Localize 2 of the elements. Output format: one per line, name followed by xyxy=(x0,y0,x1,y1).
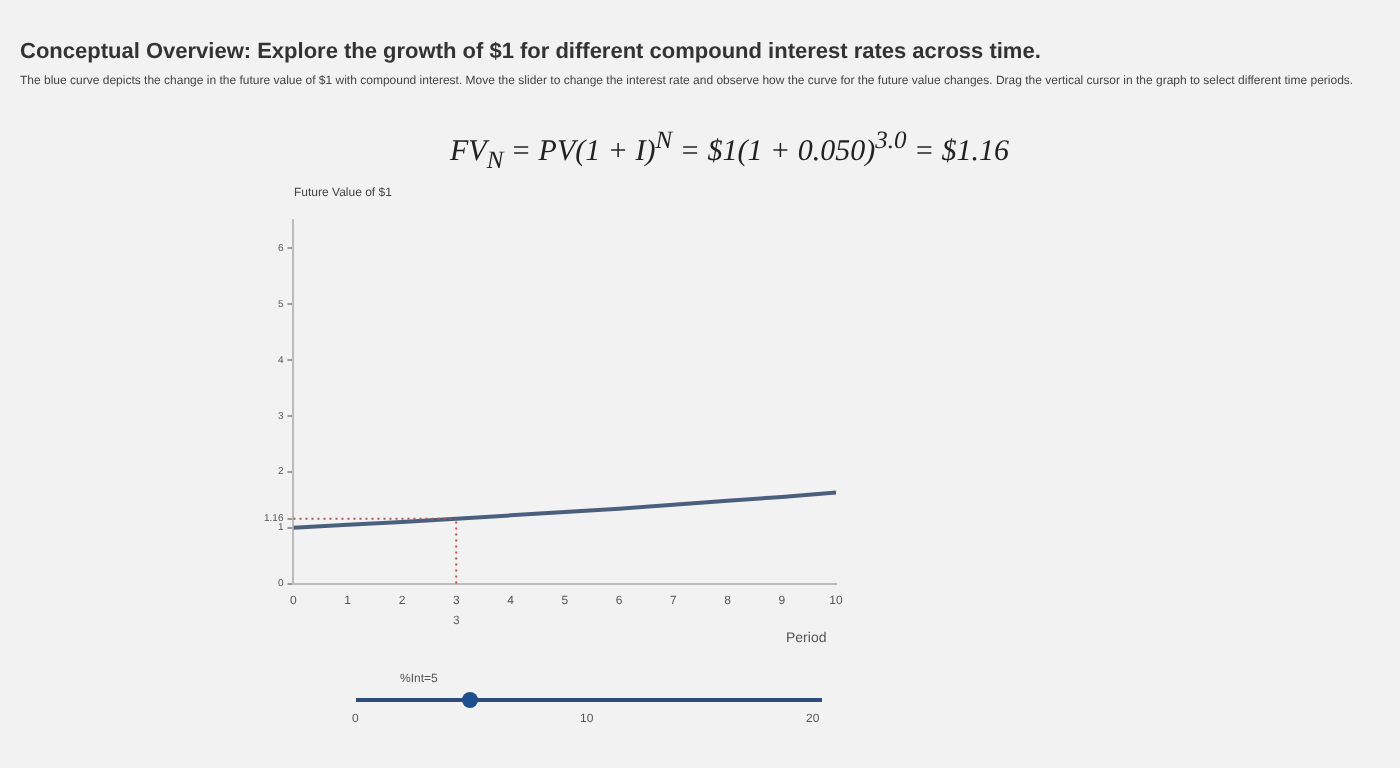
text: FV$_{N}$ = PV(1 + I)$^{N}$ = $1(1 + 0.050)$^{3.0}$ = $1.16 xyxy=(450,126,1010,176)
chart-title: Conceptual Overview: Explore the growth of $1 for different compound interest rates across time. xyxy=(20,40,1041,64)
